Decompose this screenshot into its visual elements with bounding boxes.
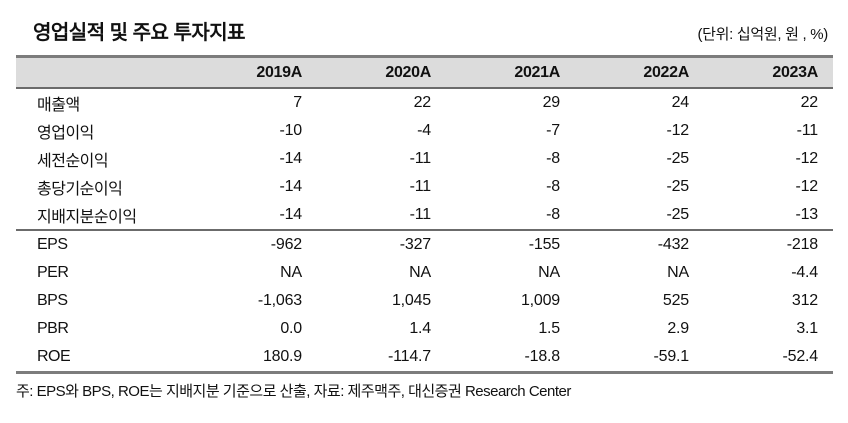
cell-value: 1.4 xyxy=(409,320,431,337)
row-label: 총당기순이익 xyxy=(37,181,123,198)
cell-value: -18.8 xyxy=(446,343,575,374)
cell-value: -12 xyxy=(795,178,818,195)
cell-value: -59.1 xyxy=(575,343,704,374)
cell-value: -8 xyxy=(546,150,560,167)
cell-value: 22 xyxy=(413,94,432,111)
cell-value: -11 xyxy=(409,150,432,167)
cell-value: 24 xyxy=(671,94,690,111)
cell-value: NA xyxy=(280,264,302,281)
cell-value: -218 xyxy=(704,229,833,259)
page-title: 영업실적 및 주요 투자지표 xyxy=(33,22,246,44)
cell-value: -4.4 xyxy=(791,264,818,281)
cell-value: -4 xyxy=(417,122,431,139)
table-row-eps: EPS -962 -327 -155 -432 -218 xyxy=(16,229,833,259)
cell-value: -11 xyxy=(796,122,819,139)
table-row-operating-profit: 영업이익 -10 -4 -7 -12 -11 xyxy=(16,117,833,145)
cell-value: 0.0 xyxy=(280,320,302,337)
table-header-row: 2019A 2020A 2021A 2022A 2023A xyxy=(16,55,833,89)
financial-table: 2019A 2020A 2021A 2022A 2023A 매출액 7 22 2… xyxy=(16,55,833,374)
row-label: 매출액 xyxy=(37,97,80,114)
cell-value: NA xyxy=(667,264,689,281)
cell-value: -11 xyxy=(409,206,432,223)
cell-value: -13 xyxy=(795,206,818,223)
cell-value: -52.4 xyxy=(704,343,833,374)
cell-value: 22 xyxy=(800,94,819,111)
cell-value: -25 xyxy=(666,150,689,167)
row-label: PBR xyxy=(37,320,69,337)
cell-value: -25 xyxy=(666,178,689,195)
cell-value: -7 xyxy=(546,122,560,139)
row-label: ROE xyxy=(16,343,188,374)
table-row-total-net-income: 총당기순이익 -14 -11 -8 -25 -12 xyxy=(16,173,833,201)
cell-value: -432 xyxy=(575,229,704,259)
cell-value: -8 xyxy=(546,206,560,223)
cell-value: 1.5 xyxy=(538,320,560,337)
table-header-2021a: 2021A xyxy=(446,55,575,89)
table-header-2020a: 2020A xyxy=(317,55,446,89)
cell-value: -14 xyxy=(279,206,302,223)
row-label: BPS xyxy=(37,292,68,309)
table-row-revenue: 매출액 7 22 29 24 22 xyxy=(16,88,833,117)
cell-value: NA xyxy=(538,264,560,281)
cell-value: -25 xyxy=(666,206,689,223)
table-header-2019a: 2019A xyxy=(188,55,317,89)
row-label: PER xyxy=(37,264,69,281)
cell-value: -114.7 xyxy=(317,343,446,374)
cell-value: -14 xyxy=(279,178,302,195)
cell-value: -12 xyxy=(666,122,689,139)
row-label: 영업이익 xyxy=(37,125,94,142)
cell-value: NA xyxy=(409,264,431,281)
cell-value: -14 xyxy=(279,150,302,167)
row-label: 세전순이익 xyxy=(37,153,109,170)
table-row-per: PER NA NA NA NA -4.4 xyxy=(16,259,833,287)
cell-value: 29 xyxy=(542,94,561,111)
cell-value: -1,063 xyxy=(257,292,302,309)
cell-value: -155 xyxy=(446,229,575,259)
title-row: 영업실적 및 주요 투자지표 (단위: 십억원, 원 , %) xyxy=(33,18,828,44)
row-label: EPS xyxy=(16,229,188,259)
cell-value: 3.1 xyxy=(796,320,818,337)
cell-value: -327 xyxy=(317,229,446,259)
cell-value: -962 xyxy=(188,229,317,259)
cell-value: 525 xyxy=(662,292,689,309)
table-header-2022a: 2022A xyxy=(575,55,704,89)
row-label: 지배지분순이익 xyxy=(37,209,137,226)
cell-value: 1,045 xyxy=(391,292,431,309)
table-row-roe: ROE 180.9 -114.7 -18.8 -59.1 -52.4 xyxy=(16,343,833,374)
table-row-controlling-net-income: 지배지분순이익 -14 -11 -8 -25 -13 xyxy=(16,201,833,230)
table-row-pbr: PBR 0.0 1.4 1.5 2.9 3.1 xyxy=(16,315,833,343)
cell-value: 312 xyxy=(791,292,818,309)
cell-value: 1,009 xyxy=(520,292,560,309)
unit-label: (단위: 십억원, 원 , %) xyxy=(697,26,828,43)
table-header-2023a: 2023A xyxy=(704,55,833,89)
cell-value: -12 xyxy=(795,150,818,167)
footnote: 주: EPS와 BPS, ROE는 지배지분 기준으로 산출, 자료: 제주맥주… xyxy=(16,383,571,400)
table-row-bps: BPS -1,063 1,045 1,009 525 312 xyxy=(16,287,833,315)
cell-value: 2.9 xyxy=(667,320,689,337)
cell-value: 7 xyxy=(293,94,302,111)
cell-value: 180.9 xyxy=(188,343,317,374)
cell-value: -11 xyxy=(409,178,432,195)
table-row-pretax-income: 세전순이익 -14 -11 -8 -25 -12 xyxy=(16,145,833,173)
cell-value: -8 xyxy=(546,178,560,195)
cell-value: -10 xyxy=(279,122,302,139)
table-header-empty xyxy=(16,55,188,89)
